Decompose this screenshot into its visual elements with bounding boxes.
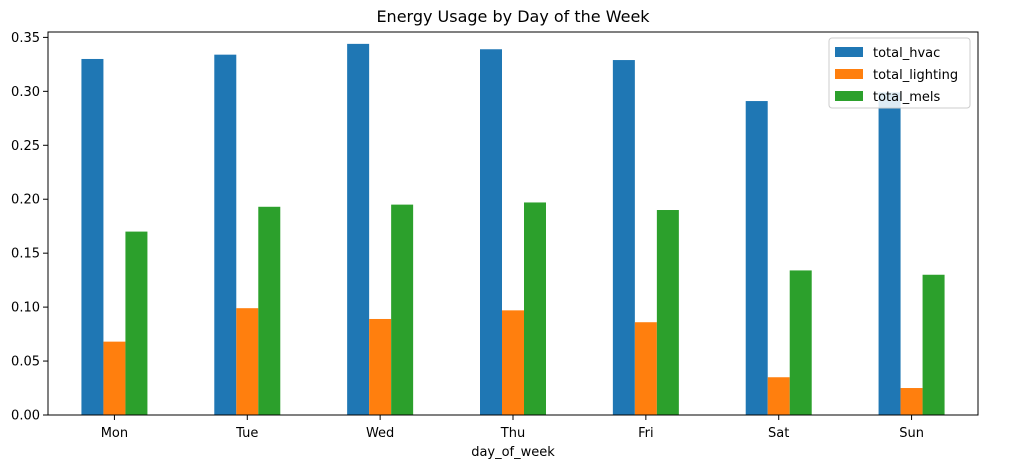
bars-group <box>81 43 945 416</box>
y-tick-label: 0.05 <box>11 355 40 370</box>
y-tick-label: 0.35 <box>11 31 40 46</box>
y-axis: 0.00 0.05 0.10 0.15 0.20 0.25 0.30 0.35 <box>11 31 48 424</box>
x-tick-label-fri: Fri <box>638 426 654 441</box>
legend-swatch-total_lighting <box>835 69 863 79</box>
bar-total_lighting-sun <box>900 388 923 415</box>
x-tick-label-sat: Sat <box>768 426 789 441</box>
bar-total_mels-thu <box>524 202 546 415</box>
bar-total_mels-wed <box>391 204 414 415</box>
legend: total_hvac total_lighting total_mels <box>828 37 971 109</box>
bar-total_hvac-mon <box>81 58 104 415</box>
x-tick-label-sun: Sun <box>899 426 924 441</box>
bar-total_mels-sat <box>789 270 812 415</box>
x-tick-label-wed: Wed <box>366 426 394 441</box>
bar-total_lighting-thu <box>502 310 524 415</box>
legend-label-total_lighting: total_lighting <box>873 68 958 83</box>
legend-swatch-total_mels <box>835 91 863 101</box>
x-tick-label-thu: Thu <box>500 426 525 441</box>
y-tick-label: 0.30 <box>11 85 40 100</box>
y-tick-label: 0.20 <box>11 193 40 208</box>
bar-total_lighting-tue <box>236 308 259 415</box>
bar-total_hvac-fri <box>612 60 635 416</box>
x-tick-label-mon: Mon <box>101 426 128 441</box>
bar-total_mels-sun <box>922 274 945 415</box>
bar-total_lighting-fri <box>634 322 657 415</box>
chart-title: Energy Usage by Day of the Week <box>376 7 650 26</box>
bar-total_lighting-wed <box>369 318 392 415</box>
y-tick-label: 0.15 <box>11 247 40 262</box>
bar-total_hvac-sat <box>745 101 768 416</box>
x-axis: Mon Tue Wed Thu Fri Sat Sun <box>101 415 924 441</box>
x-axis-label: day_of_week <box>471 445 555 460</box>
bar-total_mels-fri <box>656 210 679 415</box>
x-tick-label-tue: Tue <box>235 426 258 441</box>
bar-total_mels-tue <box>258 206 281 415</box>
plot-frame <box>47 31 979 416</box>
bar-total_lighting-sat <box>767 377 790 415</box>
legend-box <box>828 37 971 109</box>
legend-label-total_hvac: total_hvac <box>873 46 940 61</box>
bar-total_lighting-mon <box>103 341 126 415</box>
bar-total_mels-mon <box>125 231 148 415</box>
y-tick-label: 0.10 <box>11 301 40 316</box>
bar-total_hvac-sun <box>878 92 901 416</box>
y-tick-label: 0.00 <box>11 409 40 424</box>
legend-label-total_mels: total_mels <box>873 90 940 105</box>
bar-total_hvac-tue <box>214 54 237 415</box>
bar-total_hvac-wed <box>347 43 370 416</box>
y-tick-label: 0.25 <box>11 139 40 154</box>
bar-total_hvac-thu <box>480 49 502 415</box>
legend-swatch-total_hvac <box>835 47 863 57</box>
